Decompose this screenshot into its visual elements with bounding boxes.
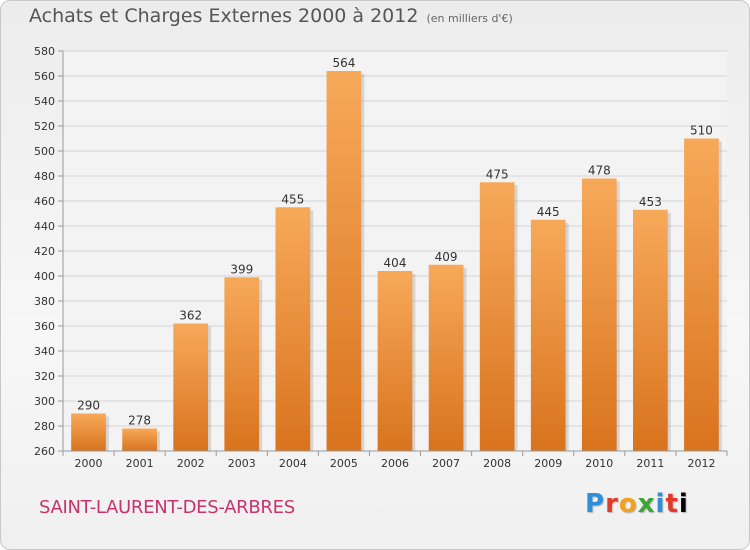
logo-letter: t (665, 489, 679, 519)
x-tick-label: 2012 (687, 457, 715, 470)
bar-value-label: 475 (486, 167, 509, 181)
bar (71, 413, 106, 451)
bar (275, 207, 311, 451)
x-tick-label: 2002 (177, 457, 205, 470)
bar (173, 323, 209, 451)
x-tick-label: 2004 (279, 457, 307, 470)
bar-value-label: 404 (384, 256, 407, 270)
y-tick-label: 520 (34, 120, 55, 133)
y-tick-label: 320 (34, 370, 55, 383)
logo-letter: i (655, 489, 666, 519)
y-tick-label: 500 (34, 145, 55, 158)
logo-letter: x (637, 489, 656, 519)
bar-value-label: 445 (537, 205, 560, 219)
bar (581, 178, 617, 451)
bars: 290 278 362 399 455 564 404 409 475 445 478 453 510 (71, 56, 722, 451)
bar-value-label: 564 (332, 56, 355, 70)
bar-value-label: 290 (77, 399, 100, 413)
y-tick-label: 560 (34, 70, 55, 83)
bar (428, 264, 464, 451)
x-tick-label: 2007 (432, 457, 460, 470)
x-tick-label: 2003 (228, 457, 256, 470)
y-tick-label: 400 (34, 270, 55, 283)
y-tick-label: 480 (34, 170, 55, 183)
x-tick-label: 2009 (534, 457, 562, 470)
y-tick-label: 260 (34, 445, 55, 458)
y-tick-label: 420 (34, 245, 55, 258)
y-tick-label: 440 (34, 220, 55, 233)
x-tick-label: 2010 (585, 457, 613, 470)
bar (326, 71, 362, 451)
bar (377, 271, 413, 451)
y-tick-label: 280 (34, 420, 55, 433)
bar-value-label: 362 (179, 309, 202, 323)
x-tick-label: 2011 (636, 457, 664, 470)
logo-letter: i (678, 489, 689, 519)
x-tick-label: 2006 (381, 457, 409, 470)
logo-letter: o (618, 489, 638, 519)
x-tick-label: 2000 (75, 457, 103, 470)
y-tick-label: 340 (34, 345, 55, 358)
y-tick-label: 580 (34, 45, 55, 58)
bar (633, 209, 668, 451)
y-tick-label: 540 (34, 95, 55, 108)
x-tick-label: 2001 (126, 457, 154, 470)
bar (479, 182, 515, 451)
chart-title-text: Achats et Charges Externes 2000 à 2012 (29, 5, 419, 27)
bar-value-label: 510 (690, 124, 713, 138)
chart-title: Achats et Charges Externes 2000 à 2012 (e… (29, 5, 513, 27)
bar (224, 277, 260, 451)
x-tick-label: 2008 (483, 457, 511, 470)
bar (530, 219, 566, 451)
chart-unit: (en milliers d'€) (426, 12, 513, 25)
bar-value-label: 278 (128, 414, 151, 428)
x-axis: 2000 2001 2002 2003 2004 2005 2006 2007 2008 2009… (62, 450, 728, 470)
logo-letter: P (585, 489, 606, 519)
y-tick-label: 300 (34, 395, 55, 408)
commune-name: SAINT-LAURENT-DES-ARBRES (39, 497, 295, 518)
logo-letter: r (605, 489, 619, 519)
bar-value-label: 399 (230, 262, 253, 276)
y-tick-label: 460 (34, 195, 55, 208)
proxiti-logo: Proxiti (585, 489, 689, 519)
bar (122, 428, 157, 451)
bar-value-label: 478 (588, 164, 611, 178)
y-tick-label: 360 (34, 320, 55, 333)
x-tick-label: 2005 (330, 457, 358, 470)
y-tick-label: 380 (34, 295, 55, 308)
bar-value-label: 453 (639, 195, 662, 209)
bar-value-label: 409 (435, 250, 458, 264)
bar-value-label: 455 (281, 192, 304, 206)
y-axis: 260 280 300 320 340 360 380 400 420 440 460 480 500 5… (34, 45, 64, 458)
bar (684, 138, 719, 451)
